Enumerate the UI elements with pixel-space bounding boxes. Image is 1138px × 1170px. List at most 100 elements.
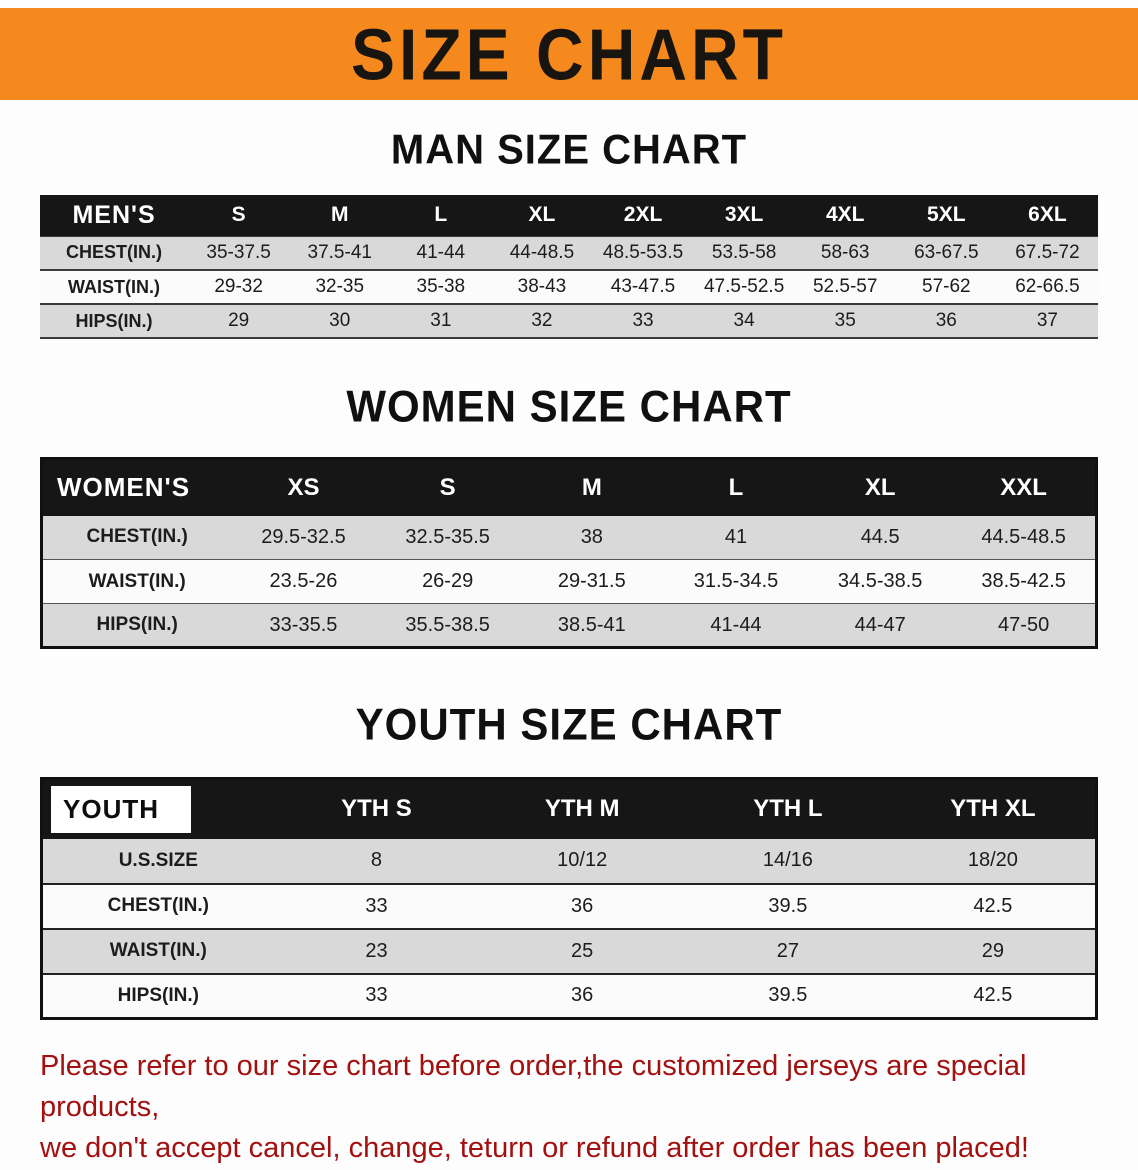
size-value-cell: 47-50: [952, 603, 1097, 648]
size-value-cell: 41: [663, 515, 809, 560]
size-value-cell: 33: [273, 883, 480, 930]
size-column-header: 4XL: [794, 195, 896, 236]
banner: SIZE CHART: [0, 8, 1138, 100]
size-value-cell: 39.5: [685, 973, 891, 1020]
size-column-header: XL: [491, 195, 593, 236]
size-value-cell: 34: [693, 304, 795, 339]
table-corner-label: WOMEN'S: [41, 458, 232, 516]
size-value-cell: 29.5-32.5: [231, 515, 376, 560]
table-row: HIPS(IN.) 29 30 31 32 33 34 35 36 37: [40, 304, 1098, 339]
size-value-cell: 48.5-53.5: [592, 235, 694, 271]
size-value-cell: 34.5-38.5: [808, 559, 953, 604]
note-line-1: Please refer to our size chart before or…: [40, 1050, 1027, 1124]
row-label: CHEST(IN.): [40, 235, 189, 271]
youth-size-table: YOUTH YTH S YTH M YTH L YTH XL U.S.SIZE 8 10/12…: [40, 777, 1098, 1020]
size-column-header: 2XL: [592, 195, 694, 236]
size-value-cell: 23: [273, 928, 480, 975]
size-value-cell: 36: [479, 973, 686, 1020]
size-value-cell: 58-63: [794, 235, 896, 271]
size-value-cell: 31.5-34.5: [663, 559, 809, 604]
table-row: HIPS(IN.) 33 36 39.5 42.5: [41, 973, 1097, 1020]
row-label: HIPS(IN.): [40, 304, 189, 339]
size-value-cell: 10/12: [479, 838, 686, 885]
header-text: L: [728, 473, 744, 501]
size-column-header: L: [663, 458, 809, 516]
table-row: CHEST(IN.) 35-37.5 37.5-41 41-44 44-48.5 48.5…: [40, 235, 1098, 271]
size-table: WOMEN'S XS S M L XL XXL CHEST(IN.) 29.5-32.5 32.5…: [40, 457, 1098, 649]
size-value-cell: 30: [289, 304, 391, 339]
size-value-cell: 53.5-58: [693, 235, 795, 271]
table-row: CHEST(IN.) 29.5-32.5 32.5-35.5 38 41 44.5 44.5…: [41, 515, 1097, 560]
size-column-header: 5XL: [895, 195, 997, 236]
header-text: YTH L: [753, 795, 823, 823]
header-row: MEN'S S M L XL 2XL 3XL 4XL 5XL 6XL: [40, 195, 1098, 236]
size-value-cell: 33-35.5: [231, 603, 376, 648]
size-column-header: M: [289, 195, 391, 236]
size-value-cell: 36: [479, 883, 686, 930]
header-text: XL: [864, 473, 896, 501]
size-column-header: XL: [808, 458, 953, 516]
size-column-header: 6XL: [996, 195, 1098, 236]
size-value-cell: 43-47.5: [592, 270, 694, 305]
size-column-header: S: [375, 458, 520, 516]
size-value-cell: 52.5-57: [794, 270, 896, 305]
size-value-cell: 14/16: [685, 838, 891, 885]
header-text: XL: [528, 203, 556, 227]
size-column-header: YTH M: [479, 778, 686, 839]
header-text: S: [231, 203, 246, 227]
header-text: L: [434, 203, 448, 227]
size-column-header: YTH XL: [890, 778, 1097, 839]
size-value-cell: 42.5: [890, 973, 1097, 1020]
size-value-cell: 29: [188, 304, 290, 339]
table-row: HIPS(IN.) 33-35.5 35.5-38.5 38.5-41 41-44 44-…: [41, 603, 1097, 648]
table-row: CHEST(IN.) 33 36 39.5 42.5: [41, 883, 1097, 930]
size-value-cell: 44-47: [808, 603, 953, 648]
size-value-cell: 33: [592, 304, 694, 339]
size-value-cell: 32.5-35.5: [375, 515, 520, 560]
size-value-cell: 31: [390, 304, 492, 339]
size-value-cell: 29: [890, 928, 1097, 975]
row-label: CHEST(IN.): [41, 883, 274, 930]
size-value-cell: 62-66.5: [996, 270, 1098, 305]
size-value-cell: 38.5-41: [519, 603, 664, 648]
size-value-cell: 37: [996, 304, 1098, 339]
table-row: WAIST(IN.) 29-32 32-35 35-38 38-43 43-47.5 47.…: [40, 270, 1098, 305]
size-column-header: M: [519, 458, 664, 516]
table-corner-label: MEN'S: [40, 195, 189, 236]
size-value-cell: 63-67.5: [895, 235, 997, 271]
size-value-cell: 32: [491, 304, 593, 339]
size-column-header: L: [390, 195, 492, 236]
size-column-header: YTH L: [685, 778, 891, 839]
row-label: CHEST(IN.): [41, 515, 232, 560]
header-text: XS: [287, 473, 320, 501]
size-value-cell: 26-29: [375, 559, 520, 604]
size-value-cell: 35-38: [390, 270, 492, 305]
table-row: WAIST(IN.) 23 25 27 29: [41, 928, 1097, 975]
header-text: M: [581, 473, 602, 501]
header-row: YOUTH YTH S YTH M YTH L YTH XL: [41, 778, 1097, 839]
size-value-cell: 38: [519, 515, 664, 560]
men-section: MAN SIZE CHART MEN'S S M L XL 2XL 3XL 4XL 5XL 6XL…: [0, 127, 1138, 339]
size-column-header: 3XL: [693, 195, 795, 236]
size-column-header: XS: [231, 458, 376, 516]
footer-note: Please refer to our size chart before or…: [40, 1046, 1118, 1170]
header-text: WOMEN'S: [57, 472, 191, 503]
size-value-cell: 32-35: [289, 270, 391, 305]
women-section: WOMEN SIZE CHART WOMEN'S XS S M L XL XXL CHEST(…: [0, 381, 1138, 649]
size-value-cell: 38-43: [491, 270, 593, 305]
header-text: YTH S: [341, 795, 412, 823]
size-table: YOUTH YTH S YTH M YTH L YTH XL U.S.SIZE 8 10/12…: [40, 777, 1098, 1020]
header-text: 3XL: [724, 203, 764, 227]
women-section-heading: WOMEN SIZE CHART: [346, 381, 792, 432]
row-label: HIPS(IN.): [41, 603, 232, 648]
size-value-cell: 37.5-41: [289, 235, 391, 271]
size-value-cell: 33: [273, 973, 480, 1020]
size-value-cell: 35: [794, 304, 896, 339]
size-value-cell: 47.5-52.5: [693, 270, 795, 305]
header-text: M: [331, 203, 349, 227]
youth-section-heading: YOUTH SIZE CHART: [355, 699, 783, 750]
row-label: HIPS(IN.): [41, 973, 274, 1020]
header-text: 4XL: [825, 203, 865, 227]
header-text: YOUTH: [51, 785, 191, 833]
